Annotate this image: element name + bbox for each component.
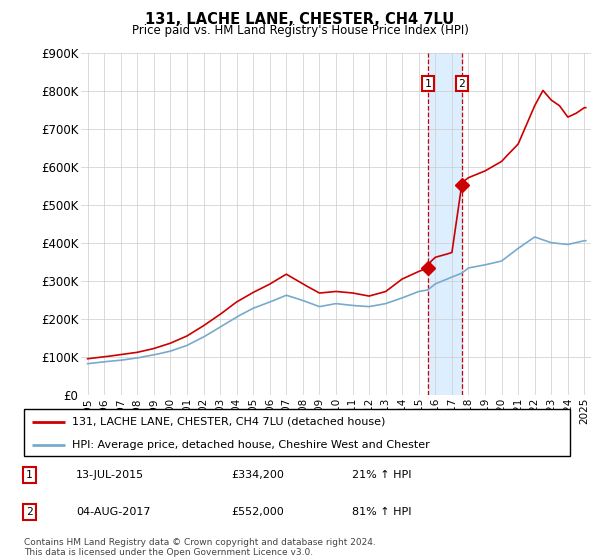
Bar xyxy=(428,53,461,395)
Text: HPI: Average price, detached house, Cheshire West and Chester: HPI: Average price, detached house, Ches… xyxy=(72,440,430,450)
Text: 2: 2 xyxy=(458,78,465,88)
Text: 1: 1 xyxy=(424,78,431,88)
Text: 131, LACHE LANE, CHESTER, CH4 7LU (detached house): 131, LACHE LANE, CHESTER, CH4 7LU (detac… xyxy=(72,417,385,427)
Text: 13-JUL-2015: 13-JUL-2015 xyxy=(76,470,144,480)
Text: £552,000: £552,000 xyxy=(232,507,284,517)
Text: 81% ↑ HPI: 81% ↑ HPI xyxy=(352,507,411,517)
Text: 1: 1 xyxy=(26,470,33,480)
Text: 21% ↑ HPI: 21% ↑ HPI xyxy=(352,470,411,480)
Text: 131, LACHE LANE, CHESTER, CH4 7LU: 131, LACHE LANE, CHESTER, CH4 7LU xyxy=(145,12,455,27)
Text: £334,200: £334,200 xyxy=(232,470,284,480)
Text: Price paid vs. HM Land Registry's House Price Index (HPI): Price paid vs. HM Land Registry's House … xyxy=(131,24,469,36)
Text: 04-AUG-2017: 04-AUG-2017 xyxy=(76,507,151,517)
Text: Contains HM Land Registry data © Crown copyright and database right 2024.
This d: Contains HM Land Registry data © Crown c… xyxy=(24,538,376,557)
Text: 2: 2 xyxy=(26,507,33,517)
